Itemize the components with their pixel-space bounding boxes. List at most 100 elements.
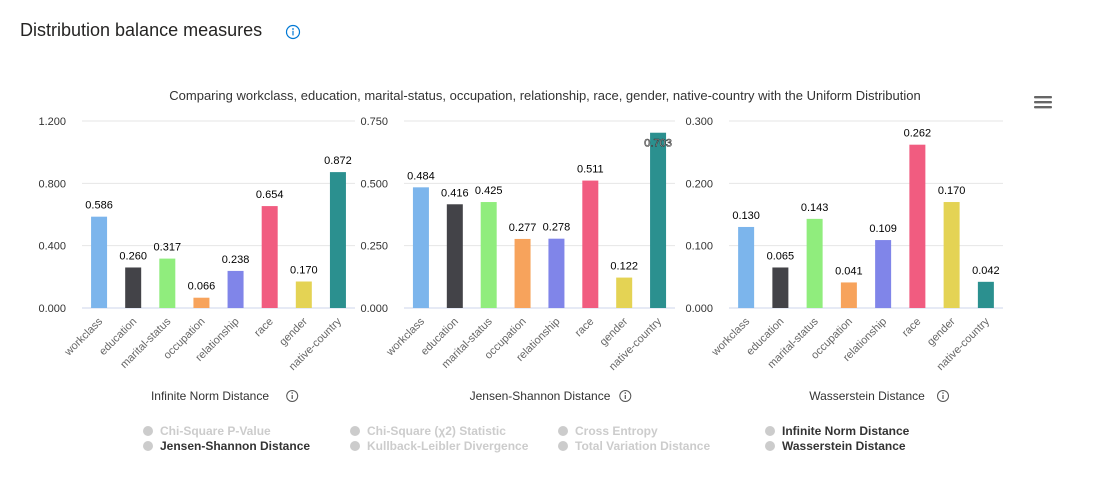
bar-relationship[interactable] [875, 240, 892, 308]
data-label: 0.041 [835, 265, 863, 277]
legend-label: Chi-Square (χ2) Statistic [367, 424, 506, 438]
data-label: 0.262 [904, 128, 932, 140]
bar-occupation[interactable] [840, 282, 857, 308]
bar-marital-status[interactable] [480, 202, 497, 308]
info-icon[interactable] [286, 390, 299, 402]
y-tick-label: 0.000 [685, 303, 713, 315]
data-label: 0.484 [407, 170, 435, 182]
bar-race[interactable] [261, 206, 278, 308]
bar-occupation[interactable] [193, 297, 210, 308]
y-tick-label: 0.000 [38, 303, 66, 315]
bar-education[interactable] [125, 267, 142, 308]
y-tick-label: 0.100 [685, 241, 713, 253]
bar-education[interactable] [446, 204, 463, 308]
data-label: 0.260 [119, 250, 147, 262]
y-tick-label: 0.200 [685, 178, 713, 190]
data-label: 0.130 [732, 210, 760, 222]
bar-gender[interactable] [943, 202, 960, 308]
chart-title: Comparing workclass, education, marital-… [169, 88, 920, 103]
data-label: 0.042 [972, 265, 1000, 277]
chart-panel-2: 0.0000.2500.5000.7500.484workclass0.416e… [360, 116, 675, 403]
x-tick-label: race [573, 316, 597, 340]
bar-native-country[interactable] [329, 172, 346, 308]
bar-workclass[interactable] [412, 187, 429, 308]
legend-marker-icon [350, 441, 360, 451]
y-tick-label: 0.500 [360, 178, 388, 190]
data-label: 0.277 [509, 222, 537, 234]
y-tick-label: 1.200 [38, 116, 66, 128]
legend-item-jensen-shannon-distance[interactable]: Jensen-Shannon Distance [143, 439, 310, 453]
info-icon[interactable] [937, 390, 949, 402]
data-label: 0.143 [801, 202, 829, 214]
x-tick-label: gender [925, 315, 958, 348]
legend-marker-icon [558, 426, 568, 436]
bar-native-country[interactable] [650, 132, 667, 308]
bar-gender[interactable] [295, 281, 312, 308]
y-tick-label: 0.800 [38, 178, 66, 190]
legend-label: Kullback-Leibler Divergence [367, 439, 529, 453]
legend-marker-icon [765, 441, 775, 451]
legend-marker-icon [765, 426, 775, 436]
bar-relationship[interactable] [227, 270, 244, 308]
legend-item-wasserstein-distance[interactable]: Wasserstein Distance [765, 439, 906, 453]
y-tick-label: 0.250 [360, 241, 388, 253]
page-title: Distribution balance measures [20, 20, 263, 40]
x-axis-title: Infinite Norm Distance [151, 389, 269, 403]
data-label: 0.278 [543, 222, 571, 234]
legend-label: Cross Entropy [575, 424, 658, 438]
legend-marker-icon [558, 441, 568, 451]
legend-item-chi-square-p-value[interactable]: Chi-Square P-Value [143, 424, 271, 438]
chart-panel-1: 0.0000.4000.8001.2000.586workclass0.260e… [38, 116, 355, 403]
bar-native-country[interactable] [977, 281, 994, 308]
legend-label: Jensen-Shannon Distance [160, 439, 311, 453]
bar-occupation[interactable] [514, 238, 531, 308]
data-label: 0.416 [441, 187, 469, 199]
chart-context-menu-button[interactable] [1034, 94, 1052, 110]
legend-label: Infinite Norm Distance [782, 424, 910, 438]
legend-marker-icon [143, 426, 153, 436]
x-axis-title: Jensen-Shannon Distance [470, 389, 611, 403]
y-tick-label: 0.750 [360, 116, 388, 128]
info-circle-icon[interactable] [285, 24, 301, 40]
bar-race[interactable] [582, 180, 599, 308]
bar-marital-status[interactable] [159, 258, 176, 308]
data-label: 0.703 [644, 138, 672, 150]
data-label: 0.586 [85, 200, 113, 212]
legend-marker-icon [350, 426, 360, 436]
legend-item-cross-entropy[interactable]: Cross Entropy [558, 424, 658, 438]
legend-label: Total Variation Distance [575, 439, 711, 453]
y-tick-label: 0.400 [38, 241, 66, 253]
data-label: 0.170 [290, 265, 318, 277]
bar-education[interactable] [772, 267, 789, 308]
x-axis-title: Wasserstein Distance [809, 389, 925, 403]
bar-gender[interactable] [616, 277, 633, 308]
data-label: 0.109 [869, 223, 897, 235]
legend-item-infinite-norm-distance[interactable]: Infinite Norm Distance [765, 424, 909, 438]
legend-item-total-variation-distance[interactable]: Total Variation Distance [558, 439, 710, 453]
x-tick-label: gender [277, 315, 310, 348]
y-tick-label: 0.000 [360, 303, 388, 315]
data-label: 0.654 [256, 189, 284, 201]
data-label: 0.511 [577, 164, 604, 176]
info-icon[interactable] [619, 390, 632, 402]
bar-marital-status[interactable] [806, 218, 823, 308]
bar-workclass[interactable] [91, 216, 108, 308]
data-label: 0.065 [767, 250, 795, 262]
hamburger-menu-icon [1034, 96, 1052, 109]
bar-relationship[interactable] [548, 238, 565, 308]
x-tick-label: race [900, 316, 924, 340]
legend-label: Chi-Square P-Value [160, 424, 271, 438]
legend-item-kullback-leibler-divergence[interactable]: Kullback-Leibler Divergence [350, 439, 528, 453]
x-tick-label: race [252, 316, 276, 340]
bar-race[interactable] [909, 144, 926, 308]
data-label: 0.170 [938, 185, 966, 197]
legend-marker-icon [143, 441, 153, 451]
data-label: 0.872 [324, 155, 352, 167]
y-tick-label: 0.300 [685, 116, 713, 128]
bar-workclass[interactable] [738, 226, 755, 308]
legend-item-chi-square-2-statistic[interactable]: Chi-Square (χ2) Statistic [350, 424, 506, 438]
data-label: 0.122 [610, 261, 638, 273]
chart-panel-3: 0.0000.1000.2000.3000.130workclass0.065e… [685, 116, 1003, 403]
